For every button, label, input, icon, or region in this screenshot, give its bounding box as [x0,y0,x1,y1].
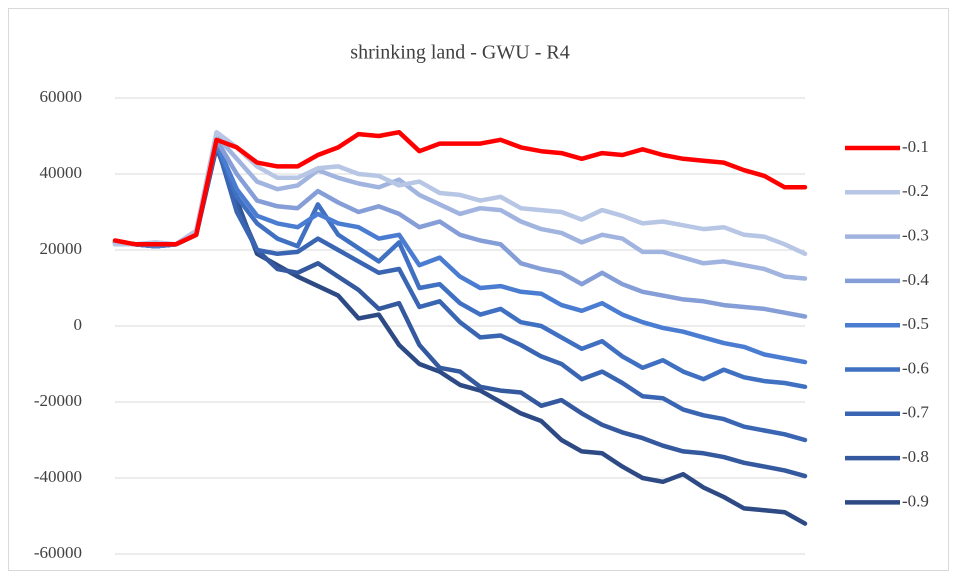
chart-title: shrinking land - GWU - R4 [350,42,569,64]
legend-label: -0.7 [902,403,929,422]
legend-label: -0.5 [902,314,929,333]
legend-label: -0.1 [902,137,929,156]
line-series [112,141,808,365]
y-tick-label: -20000 [34,391,82,410]
legend-label: -0.8 [902,447,929,466]
line-series [112,129,808,247]
y-tick-label: 60000 [40,87,83,106]
y-tick-label: -40000 [34,467,82,486]
y-tick-label: 20000 [40,239,83,258]
legend-label: -0.3 [902,226,929,245]
legend-label: -0.2 [902,181,929,200]
line-series [112,141,808,443]
legend-label: -0.4 [902,270,929,289]
y-tick-label: -60000 [34,543,82,562]
legend-label: -0.6 [902,358,929,377]
line-series [112,133,808,281]
y-tick-label: 40000 [40,163,83,182]
line-series [112,137,808,319]
y-tick-label: 0 [74,315,83,334]
line-series [112,129,808,257]
legend-label: -0.9 [902,491,929,510]
